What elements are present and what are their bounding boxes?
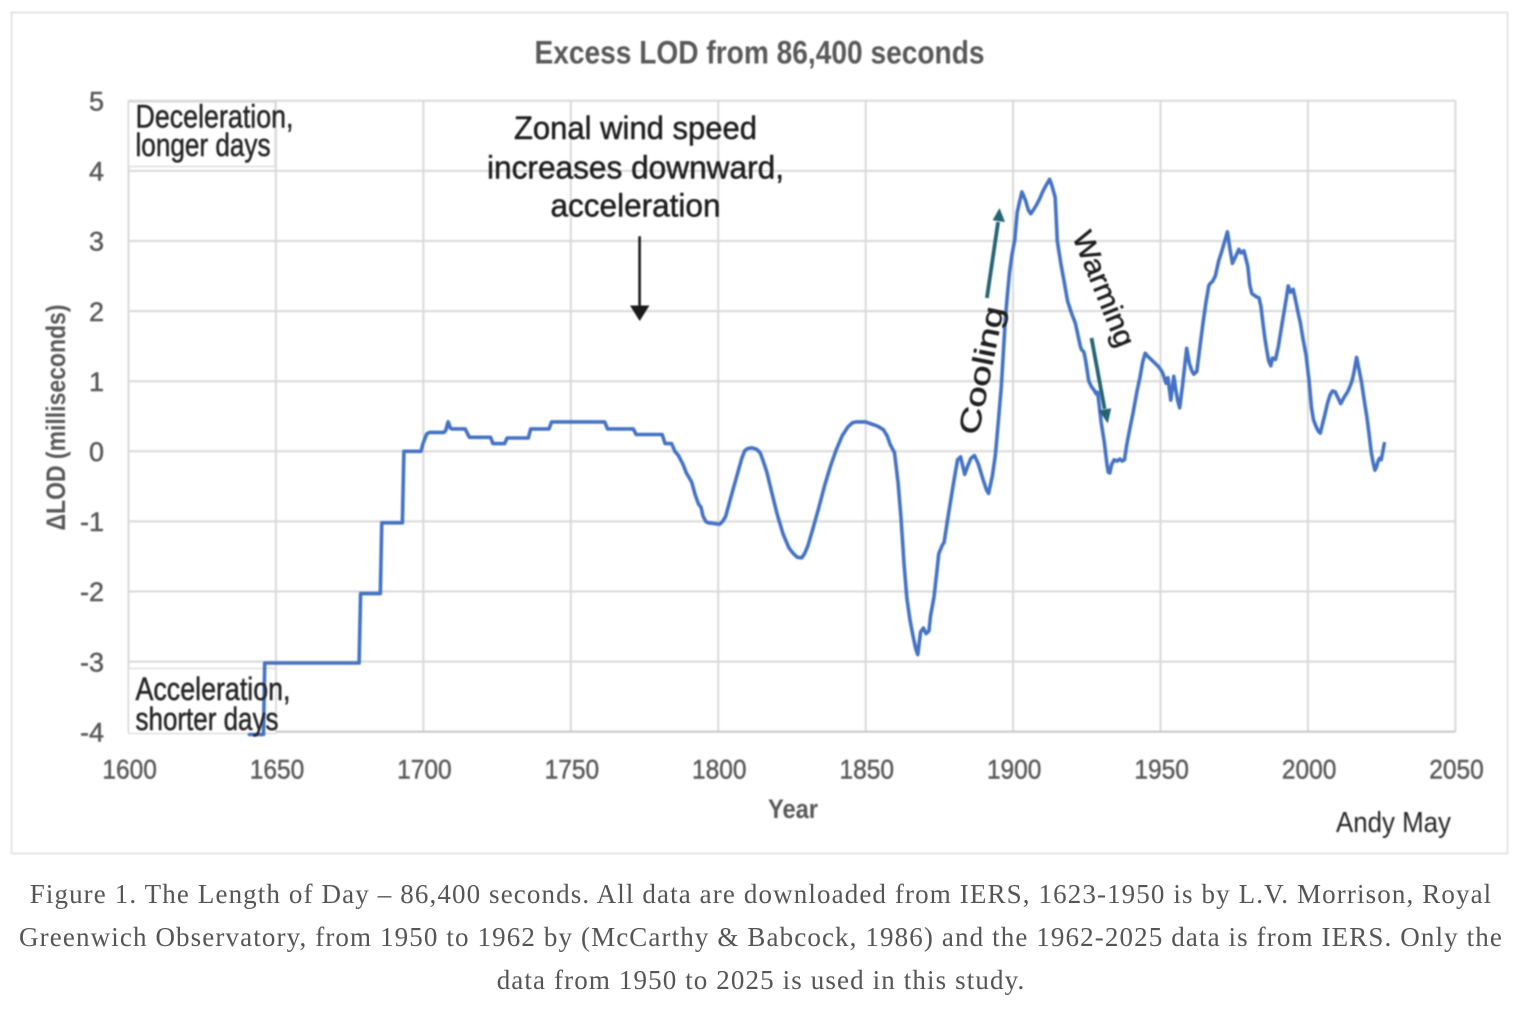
svg-text:acceleration: acceleration bbox=[551, 188, 721, 224]
svg-text:-2: -2 bbox=[80, 577, 104, 607]
svg-text:1950: 1950 bbox=[1134, 755, 1189, 785]
svg-text:2: 2 bbox=[89, 297, 104, 327]
svg-text:1900: 1900 bbox=[987, 755, 1042, 785]
svg-text:-4: -4 bbox=[80, 717, 104, 747]
svg-text:4: 4 bbox=[89, 157, 104, 187]
svg-text:1650: 1650 bbox=[250, 755, 305, 785]
svg-text:-3: -3 bbox=[80, 647, 104, 677]
svg-text:-1: -1 bbox=[80, 507, 104, 537]
svg-text:2000: 2000 bbox=[1282, 755, 1337, 785]
svg-text:Deceleration,: Deceleration, bbox=[136, 99, 294, 135]
svg-text:Year: Year bbox=[768, 794, 818, 824]
svg-text:1700: 1700 bbox=[397, 755, 452, 785]
svg-text:1600: 1600 bbox=[102, 755, 157, 785]
svg-text:1750: 1750 bbox=[545, 755, 600, 785]
svg-text:3: 3 bbox=[89, 227, 104, 257]
svg-text:1800: 1800 bbox=[692, 755, 747, 785]
svg-text:Zonal wind speed: Zonal wind speed bbox=[514, 110, 757, 146]
svg-text:longer days: longer days bbox=[136, 127, 271, 163]
svg-text:0: 0 bbox=[89, 437, 104, 467]
svg-text:1850: 1850 bbox=[840, 755, 895, 785]
svg-text:increases downward,: increases downward, bbox=[487, 150, 784, 186]
svg-text:ΔLOD (milliseconds): ΔLOD (milliseconds) bbox=[41, 305, 71, 531]
svg-text:Andy May: Andy May bbox=[1336, 807, 1451, 839]
svg-text:Acceleration,: Acceleration, bbox=[136, 671, 291, 707]
svg-text:5: 5 bbox=[89, 87, 104, 117]
svg-text:2050: 2050 bbox=[1429, 755, 1484, 785]
svg-text:1: 1 bbox=[89, 367, 104, 397]
svg-text:shorter days: shorter days bbox=[136, 701, 279, 737]
svg-text:Excess LOD from 86,400 seconds: Excess LOD from 86,400 seconds bbox=[535, 35, 985, 71]
